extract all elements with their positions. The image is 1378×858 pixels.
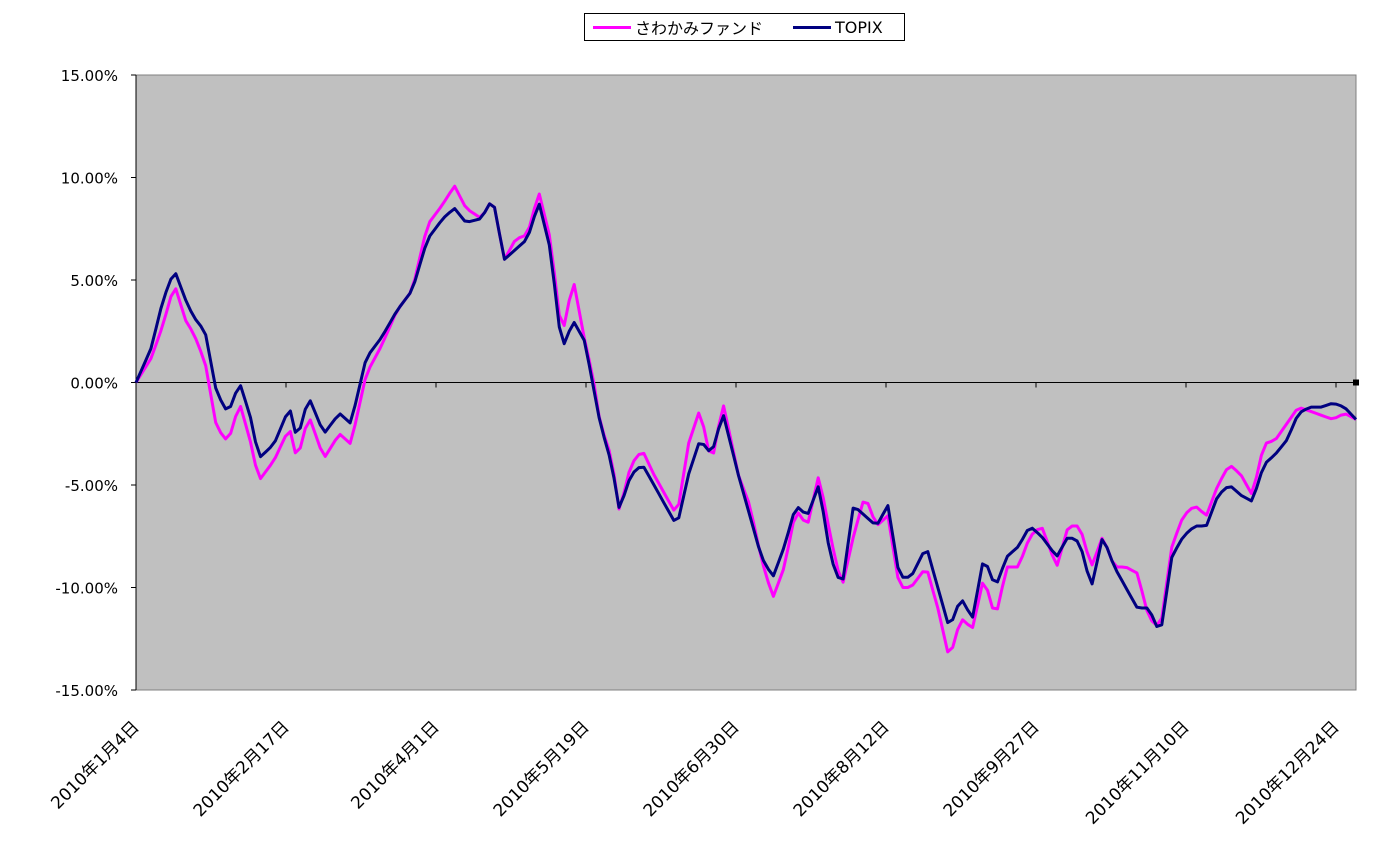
legend-swatch-topix xyxy=(793,25,831,29)
legend-label-topix: TOPIX xyxy=(835,17,883,37)
legend-item-sawakami: さわかみファンド xyxy=(593,18,764,38)
legend: さわかみファンド TOPIX xyxy=(584,13,905,41)
x-tick-label: 2010年5月19日 xyxy=(490,717,594,821)
y-tick-label: -5.00% xyxy=(65,477,118,495)
y-axis: 15.00% 10.00% 5.00% 0.00% -5.00% -10.00% -15.0… xyxy=(55,67,137,700)
legend-swatch-sawakami xyxy=(593,25,631,29)
x-tick-label: 2010年12月24日 xyxy=(1232,717,1343,828)
x-tick-label: 2010年6月30日 xyxy=(640,717,744,821)
legend-label-sawakami: さわかみファンド xyxy=(635,19,764,38)
series-line-topix xyxy=(134,202,1358,628)
x-tick-label: 2010年2月17日 xyxy=(190,717,294,821)
y-tick-label: -15.00% xyxy=(55,682,118,700)
y-tick-label: 0.00% xyxy=(70,375,118,393)
series-layer xyxy=(134,184,1358,654)
series-line-sawakami xyxy=(134,184,1357,654)
y-tick-label: -10.00% xyxy=(55,580,118,598)
x-tick-label: 2010年1月4日 xyxy=(47,717,143,813)
y-tick-label: 10.00% xyxy=(61,170,118,188)
x-tick-label: 2010年9月27日 xyxy=(940,717,1044,821)
y-tick-label: 15.00% xyxy=(61,67,118,85)
y-tick-label: 5.00% xyxy=(70,272,118,290)
x-tick-label: 2010年11月10日 xyxy=(1082,717,1193,828)
legend-item-topix: TOPIX xyxy=(793,17,883,37)
x-axis-end-marker xyxy=(1353,379,1359,386)
x-tick-label: 2010年4月1日 xyxy=(347,717,443,813)
x-tick-label: 2010年8月12日 xyxy=(790,717,894,821)
